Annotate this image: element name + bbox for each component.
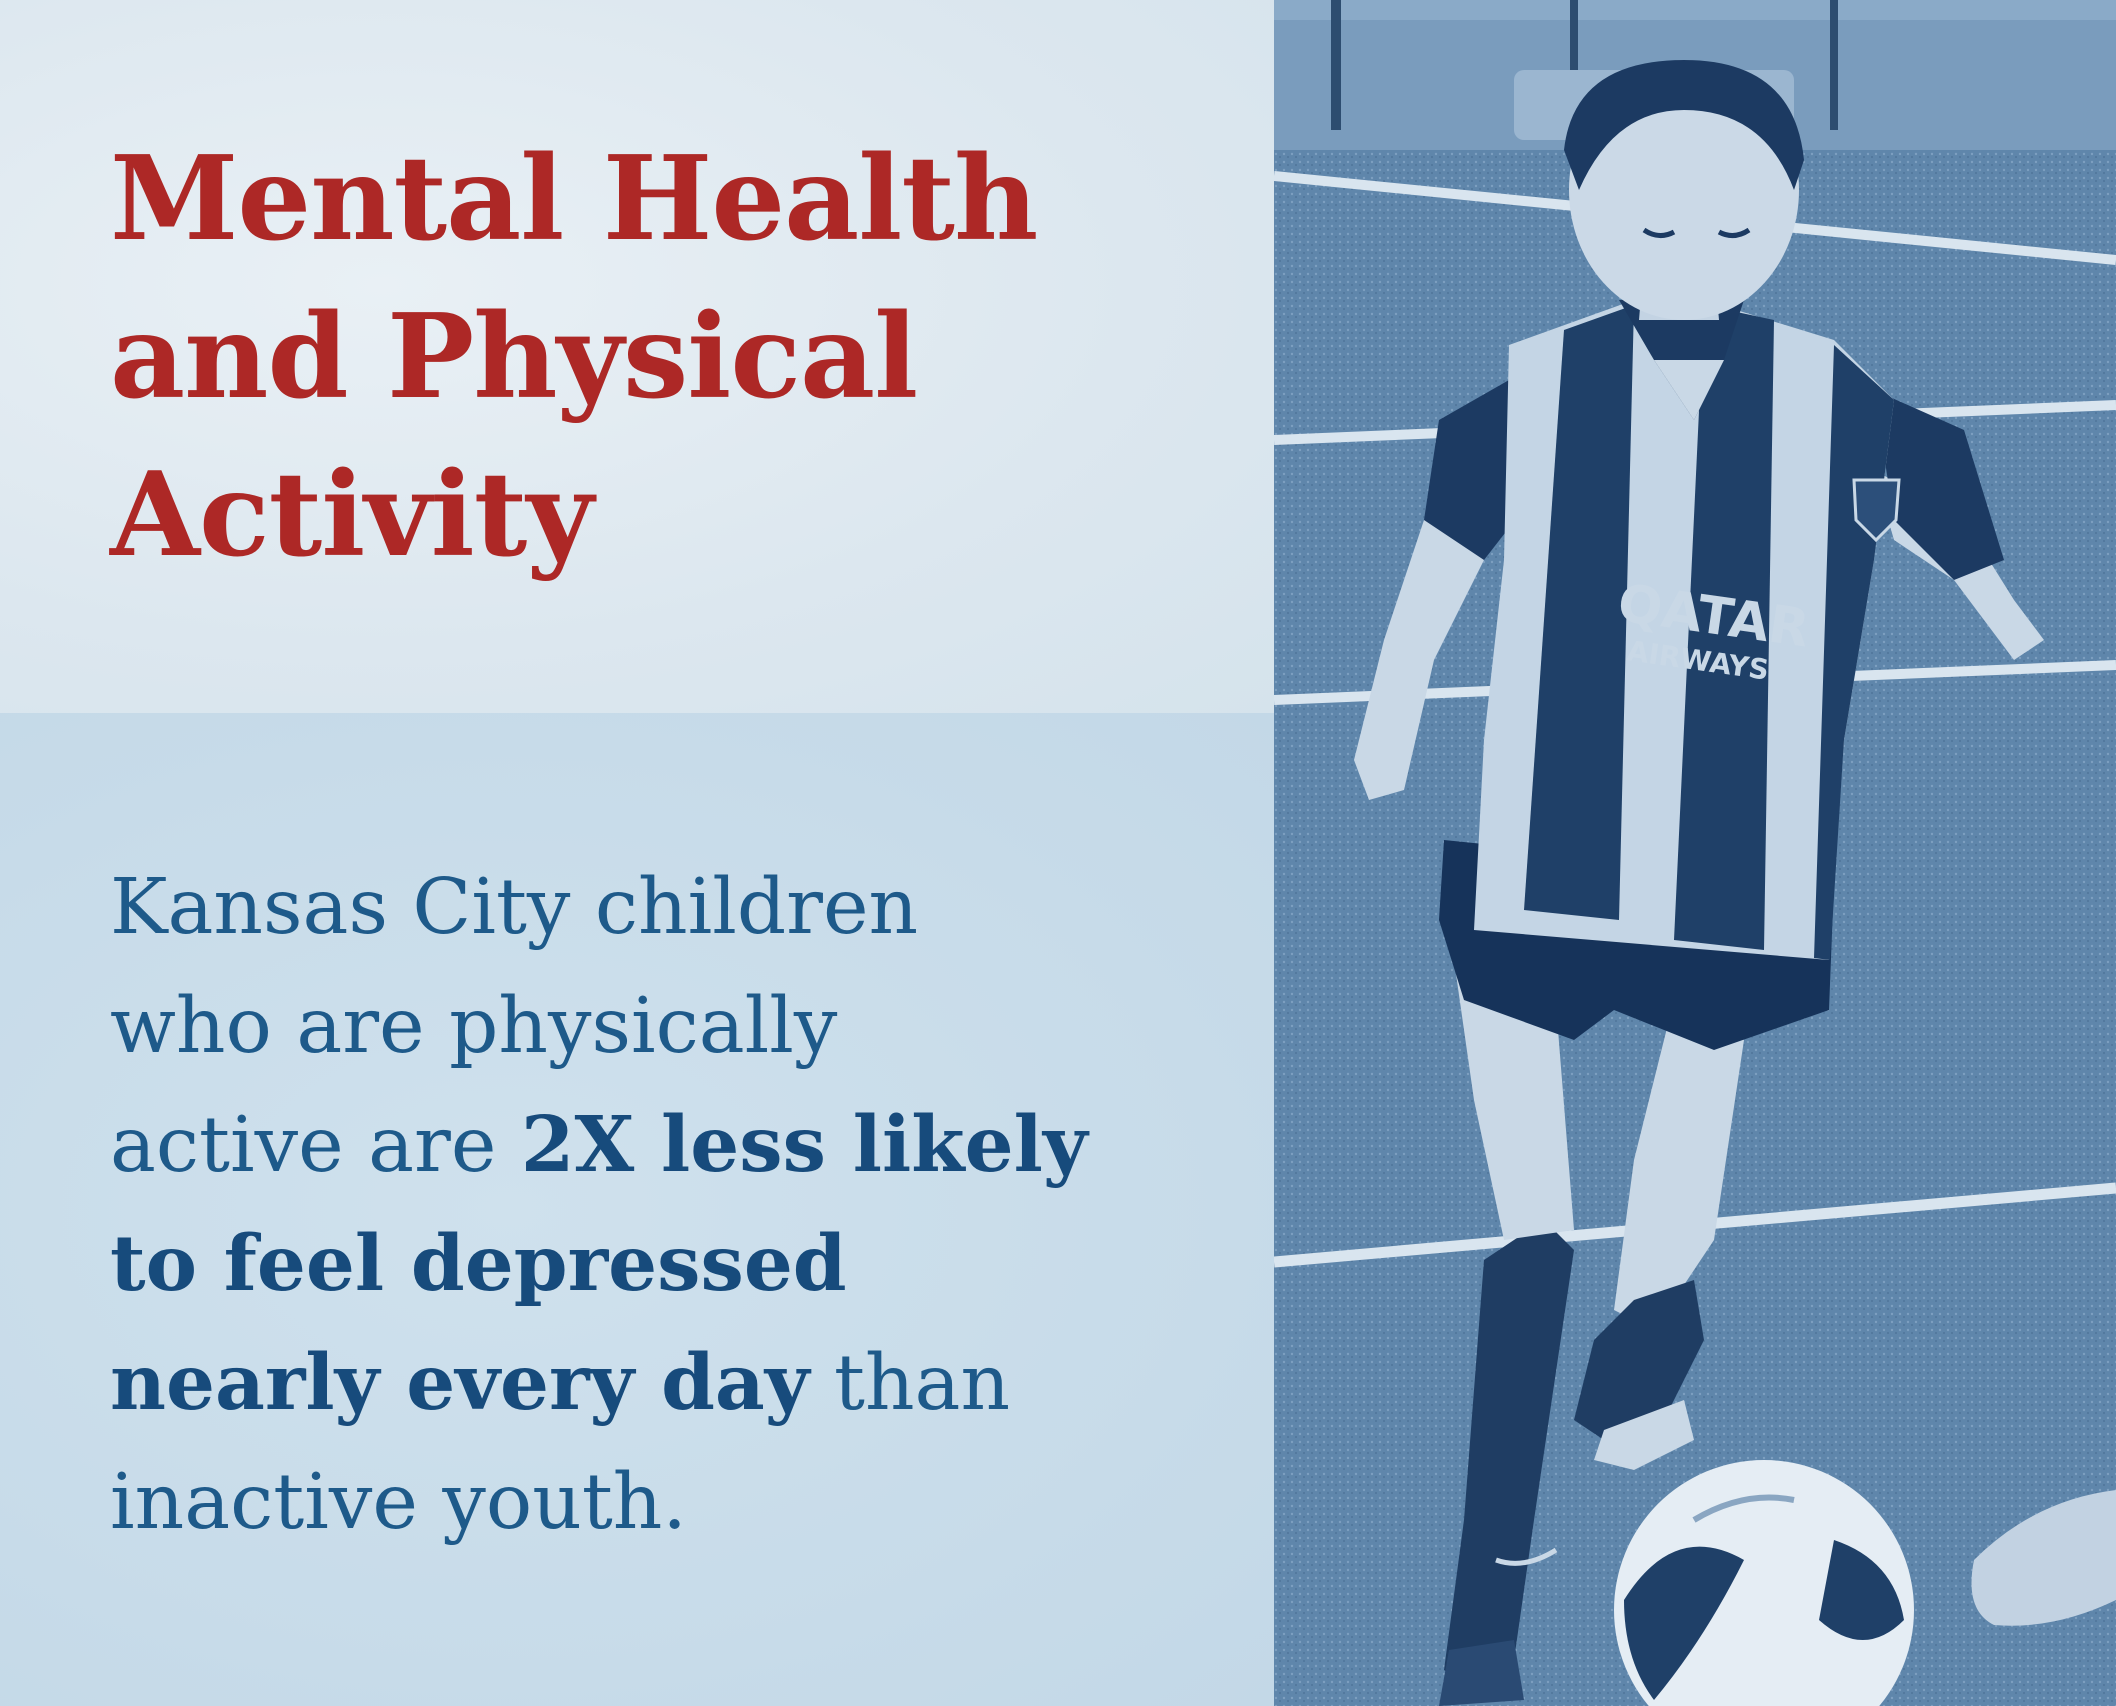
photo-illustration: QATAR AIRWAYS (1274, 0, 2116, 1706)
title-panel: Mental Health and Physical Activity (0, 0, 1274, 713)
statistic-statement: Kansas City children who are physically … (110, 848, 1250, 1562)
statement-line-3: active are 2X less likely (110, 1086, 1250, 1205)
statement-highlight: nearly every day (110, 1338, 810, 1428)
statement-line-2: who are physically (110, 982, 838, 1071)
page-title: Mental Health and Physical Activity (110, 120, 1230, 594)
player-hair (1564, 60, 1804, 190)
title-line-3: Activity (110, 447, 594, 583)
statement-line-6: inactive youth. (110, 1458, 687, 1547)
club-crest-icon (1852, 478, 1901, 543)
statement-highlight: to feel depressed (110, 1219, 847, 1309)
statement-line-4: to feel depressed (110, 1205, 1250, 1324)
soccer-ball (1614, 1460, 1914, 1706)
title-line-1: Mental Health (110, 131, 1038, 267)
title-line-2: and Physical (110, 289, 918, 425)
statement-highlight: 2X less likely (520, 1100, 1088, 1190)
brand-swoosh-icon (1495, 1547, 1558, 1566)
statement-line-1: Kansas City children (110, 863, 919, 952)
statement-regular-text: active are (110, 1101, 521, 1190)
soccer-player-figure: QATAR AIRWAYS (1354, 60, 2044, 1706)
statement-panel (0, 713, 1274, 1706)
statement-regular-text: than (809, 1339, 1011, 1428)
other-player-shoe (1971, 1490, 2116, 1626)
soccer-player-photo: QATAR AIRWAYS (1274, 0, 2116, 1706)
statement-line-5: nearly every day than (110, 1324, 1250, 1443)
